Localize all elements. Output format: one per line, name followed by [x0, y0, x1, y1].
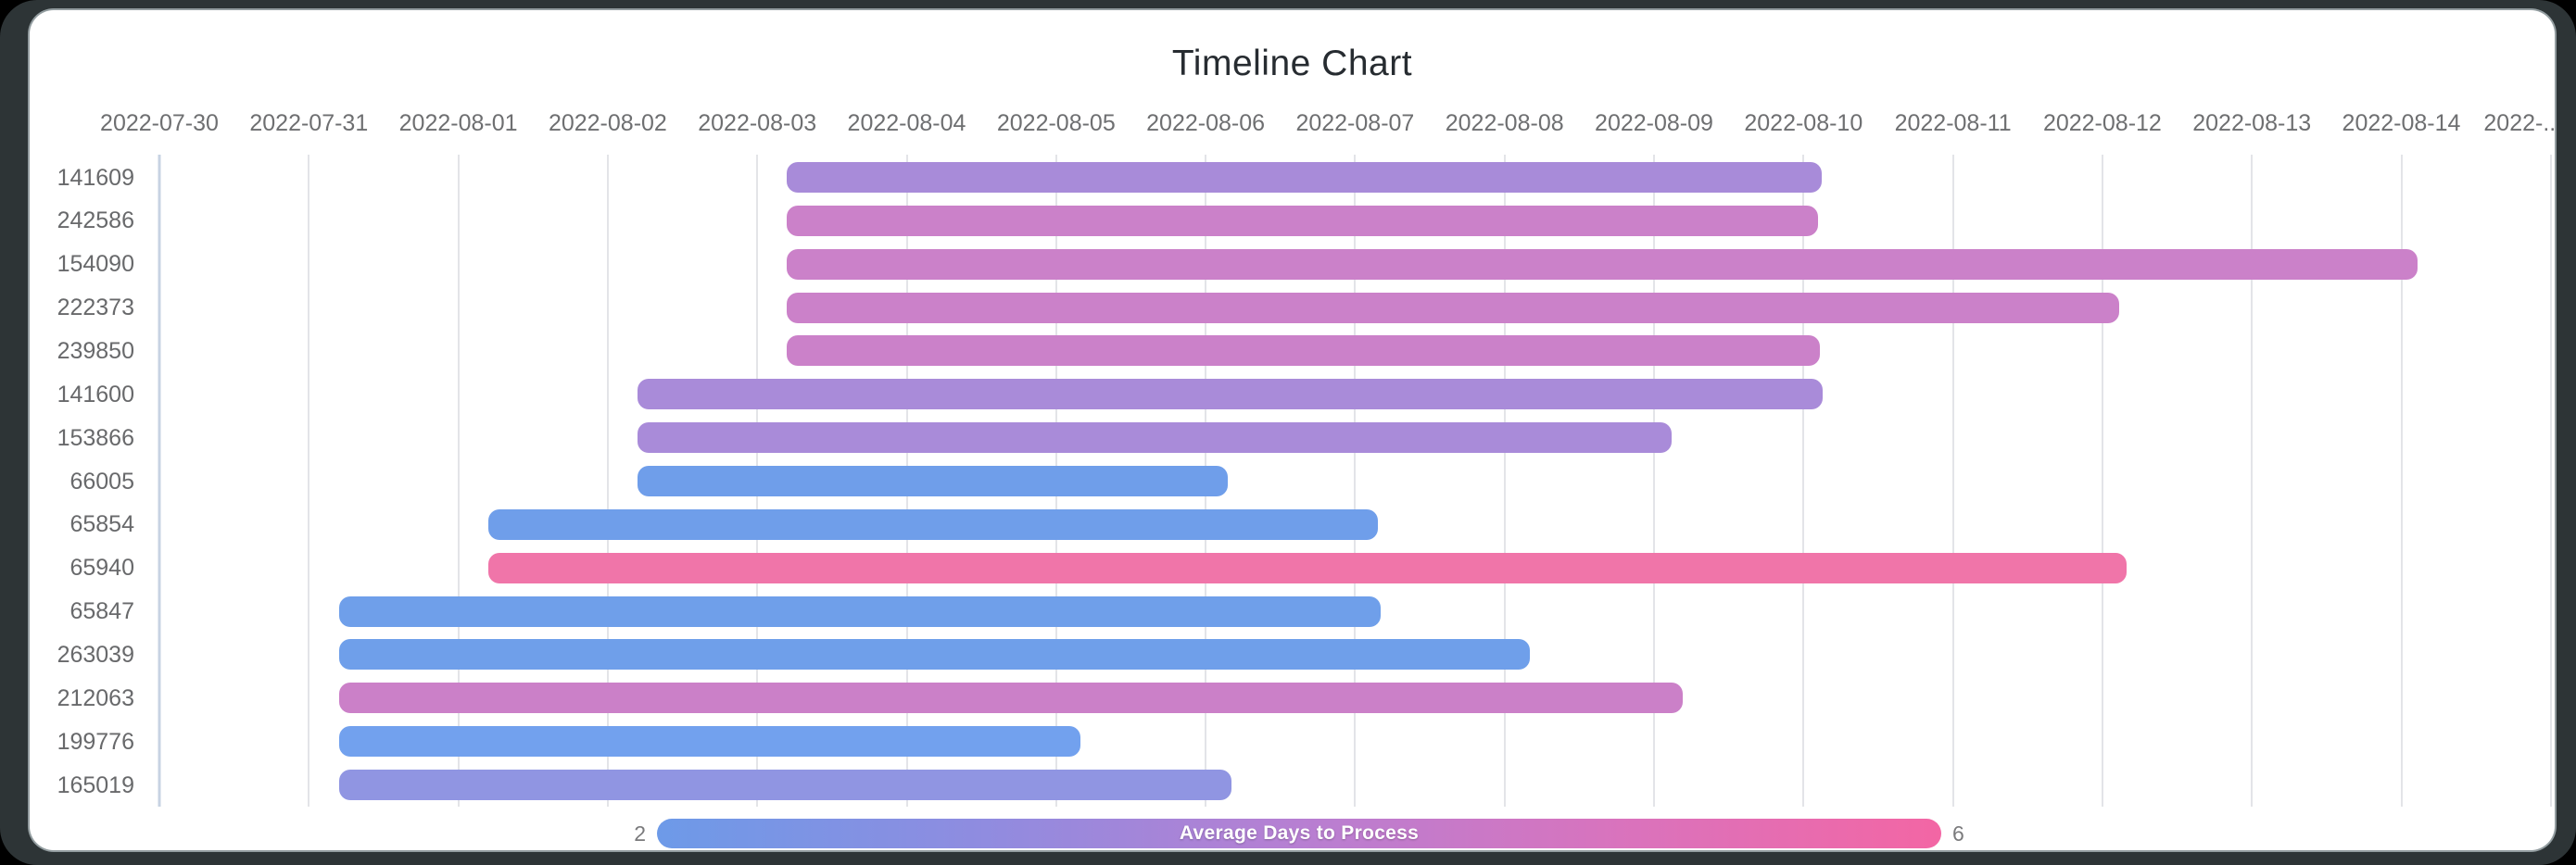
- timeline-bar[interactable]: [787, 248, 2418, 280]
- gridline: [1653, 155, 1655, 807]
- y-axis-label: 165019: [57, 771, 134, 798]
- x-axis-label: 2022-08-05: [996, 110, 1116, 136]
- y-axis-label: 222373: [57, 295, 134, 321]
- x-axis-label: 2022-08-14: [2342, 110, 2461, 136]
- y-axis-label: 65847: [69, 598, 134, 625]
- timeline-bar[interactable]: [338, 639, 1531, 671]
- x-axis-label: 2022-07-31: [249, 110, 369, 136]
- gridline: [1951, 155, 1954, 807]
- legend-min-label: 2: [634, 821, 646, 846]
- x-axis-label: 2022-08-06: [1146, 110, 1266, 136]
- timeline-bar[interactable]: [638, 466, 1229, 497]
- legend-gradient-bar[interactable]: Average Days to Process: [657, 819, 1941, 848]
- timeline-bar[interactable]: [487, 552, 2127, 583]
- x-axis-label: 2022-08-10: [1744, 110, 1863, 136]
- y-axis-label: 242586: [57, 207, 134, 234]
- x-axis-label: 2022-...: [2483, 110, 2555, 136]
- legend-title: Average Days to Process: [1179, 822, 1420, 844]
- chart-title: Timeline Chart: [1171, 44, 1413, 83]
- x-axis-label: 2022-08-08: [1445, 110, 1564, 136]
- x-axis-label: 2022-08-04: [847, 110, 966, 136]
- timeline-bar[interactable]: [487, 508, 1378, 540]
- timeline-bar[interactable]: [338, 683, 1683, 714]
- x-axis-label: 2022-08-01: [398, 110, 518, 136]
- gridline: [1354, 155, 1357, 807]
- gridline: [158, 155, 161, 807]
- x-axis-label: 2022-08-11: [1894, 110, 2012, 136]
- x-axis-label: 2022-08-12: [2042, 110, 2162, 136]
- y-axis-label: 65854: [69, 511, 134, 538]
- timeline-bar[interactable]: [787, 205, 1819, 236]
- gridline: [2251, 155, 2254, 807]
- timeline-bar[interactable]: [638, 422, 1673, 454]
- timeline-bar[interactable]: [787, 162, 1822, 193]
- x-axis-label: 2022-08-13: [2192, 110, 2312, 136]
- gridline: [1503, 155, 1506, 807]
- gridline: [1802, 155, 1805, 807]
- timeline-bar[interactable]: [638, 379, 1824, 410]
- x-axis-label: 2022-08-02: [548, 110, 667, 136]
- y-axis-label: 239850: [57, 337, 134, 364]
- y-axis-label: 65940: [69, 555, 134, 582]
- y-axis-label: 141609: [57, 164, 134, 191]
- gridline: [2400, 155, 2403, 807]
- y-axis-label: 141600: [57, 381, 134, 407]
- gridline: [457, 155, 460, 807]
- timeline-bar[interactable]: [338, 726, 1080, 758]
- timeline-bar[interactable]: [338, 770, 1231, 801]
- y-axis-label: 263039: [57, 641, 134, 668]
- timeline-bar[interactable]: [787, 335, 1821, 367]
- chart-card: Timeline Chart 2022-07-30 2022-07-31 2022-…: [30, 10, 2555, 850]
- x-axis-label: 2022-08-09: [1595, 110, 1713, 136]
- x-axis-label: 2022-08-07: [1295, 110, 1415, 136]
- y-axis-label: 199776: [57, 728, 134, 755]
- gridline: [606, 155, 609, 807]
- y-axis-label: 212063: [57, 684, 134, 711]
- y-axis-label: 154090: [57, 251, 134, 278]
- gridline: [2549, 155, 2552, 807]
- gridline: [2101, 155, 2103, 807]
- timeline-bar[interactable]: [338, 595, 1381, 627]
- gridline: [308, 155, 310, 807]
- y-axis-label: 153866: [57, 424, 134, 451]
- x-axis-label: 2022-07-30: [100, 110, 219, 136]
- legend-max-label: 6: [1952, 821, 1964, 846]
- x-axis-label: 2022-08-03: [698, 110, 817, 136]
- y-axis-label: 66005: [69, 468, 134, 495]
- timeline-bar[interactable]: [787, 292, 2119, 323]
